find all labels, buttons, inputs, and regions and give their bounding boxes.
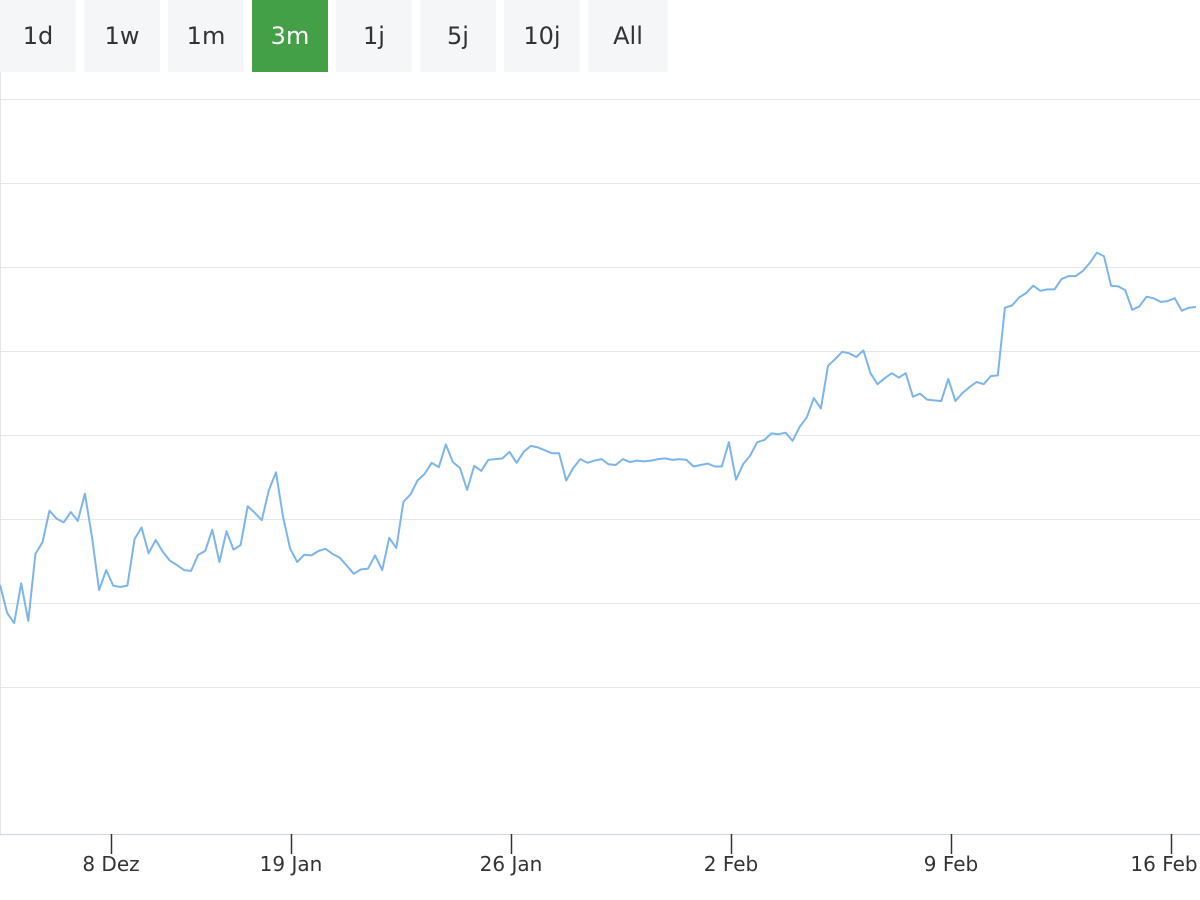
range-button-5j[interactable]: 5j <box>420 0 496 72</box>
range-button-3m[interactable]: 3m <box>252 0 328 72</box>
range-button-10j[interactable]: 10j <box>504 0 580 72</box>
series-group <box>0 251 1197 625</box>
series-line-0 <box>0 251 1197 625</box>
x-tick-label-4: 9 Feb <box>924 852 979 876</box>
x-tick-label-1: 19 Jan <box>260 852 323 876</box>
range-button-1w[interactable]: 1w <box>84 0 160 72</box>
x-tick-label-0: 8 Dez <box>82 852 139 876</box>
range-button-1j[interactable]: 1j <box>336 0 412 72</box>
range-selector: 1d 1w 1m 3m 1j 5j 10j All <box>0 0 668 72</box>
range-button-1m[interactable]: 1m <box>168 0 244 72</box>
x-tick-label-3: 2 Feb <box>704 852 759 876</box>
grid-lines <box>0 99 1200 688</box>
x-tick-label-2: 26 Jan <box>480 852 543 876</box>
range-button-all[interactable]: All <box>588 0 668 72</box>
x-axis: 8 Dez 19 Jan 26 Jan 2 Feb 9 Feb 16 Feb <box>0 834 1200 876</box>
x-tick-label-5: 16 Feb <box>1130 852 1197 876</box>
range-button-1d[interactable]: 1d <box>0 0 76 72</box>
